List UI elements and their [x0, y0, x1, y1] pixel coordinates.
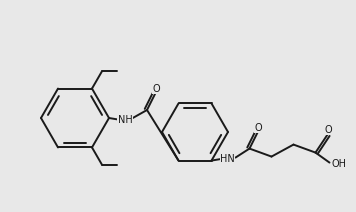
- Text: O: O: [255, 123, 262, 132]
- Text: NH: NH: [117, 115, 132, 125]
- Text: OH: OH: [331, 159, 346, 169]
- Text: O: O: [325, 125, 332, 135]
- Text: HN: HN: [220, 153, 235, 164]
- Text: O: O: [152, 84, 160, 94]
